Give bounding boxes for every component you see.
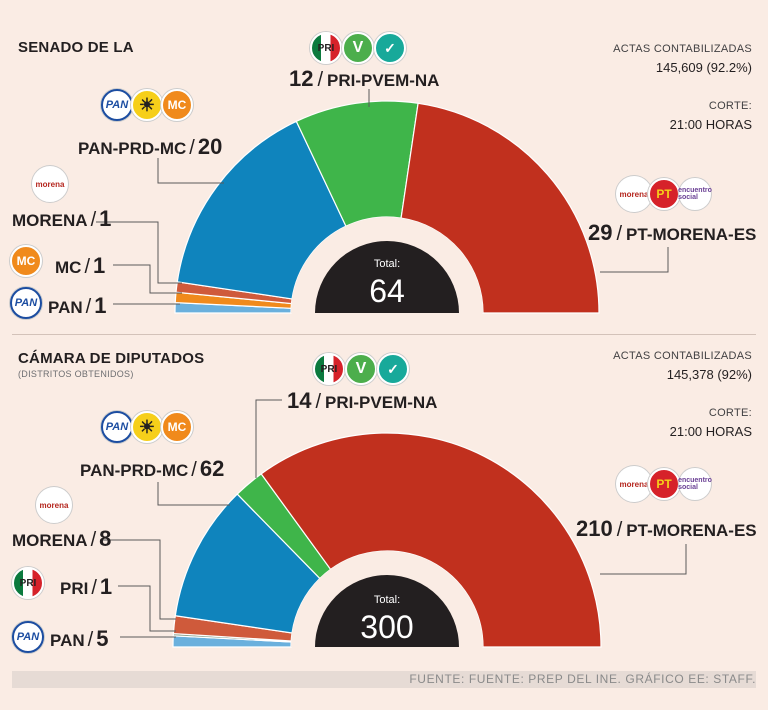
diputados-total-label: Total: (373, 594, 401, 606)
pri-logo: PRI (313, 353, 345, 385)
pan-logo: PAN (12, 621, 44, 653)
nueva-alianza-logo: ✓ (377, 353, 409, 385)
encuentro-social-logo: encuentro social (678, 178, 712, 210)
senado-leader-mc (113, 264, 182, 294)
diputados-corte-value: 21:00 HORAS (669, 424, 752, 439)
diputados-leader-pri-pvem-na (255, 399, 282, 478)
diputados-label-pan: PAN/5 (50, 626, 109, 651)
pvem-logo: V (345, 353, 377, 385)
pri-logo: PRI (12, 567, 44, 599)
diputados-subtitle: (DISTRITOS OBTENIDOS) (18, 369, 134, 379)
morena-logo: morena (32, 166, 68, 202)
senado-label-pt-morena-es: 29/PT-MORENA-ES (588, 220, 757, 245)
senado-total-hub (315, 241, 459, 313)
senado-total-label: Total: (373, 258, 401, 270)
diputados-actas-label: ACTAS CONTABILIZADAS (613, 350, 752, 362)
senado-corte-label: CORTE: (708, 100, 752, 112)
senado-chart (96, 89, 669, 314)
diputados-total-value: 300 (360, 609, 414, 645)
mc-logo: MC (161, 89, 193, 121)
diputados-leader-pan-prd-mc (157, 482, 230, 506)
encuentro-social-logo: encuentro social (678, 468, 712, 500)
diputados-label-morena: MORENA/8 (12, 526, 112, 551)
diputados-leader-morena (100, 539, 176, 620)
diputados-corte-label: CORTE: (708, 407, 752, 419)
prd-logo: ☀ (131, 411, 163, 443)
senado-inner-ring (291, 217, 483, 313)
pt-logo: PT (648, 468, 680, 500)
pri-logo: PRI (310, 32, 342, 64)
senado-title: SENADO DE LA (18, 39, 134, 56)
diputados-label-pri: PRI/1 (60, 574, 113, 599)
footer-source: FUENTE: FUENTE: PREP DEL INE. GRÁFICO EE… (12, 671, 756, 688)
senado-leader-morena (96, 221, 182, 284)
prd-logo: ☀ (131, 89, 163, 121)
diputados-label-pri-pvem-na: 14/PRI-PVEM-NA (287, 388, 438, 413)
senado-leader-pt-morena-es (600, 247, 669, 273)
diputados-title: CÁMARA DE DIPUTADOS (18, 350, 205, 367)
senado-actas-label: ACTAS CONTABILIZADAS (613, 43, 752, 55)
diputados-total-hub (315, 575, 459, 647)
diputados-label-pan-prd-mc: PAN-PRD-MC/62 (80, 456, 225, 481)
senado-total-value: 64 (369, 273, 405, 309)
pt-logo: PT (648, 178, 680, 210)
pvem-logo: V (342, 32, 374, 64)
mc-logo: MC (10, 245, 42, 277)
pan-logo: PAN (101, 411, 133, 443)
diputados-leader-pri (118, 585, 176, 632)
senado-label-pri-pvem-na: 12/PRI-PVEM-NA (289, 66, 440, 91)
senado-label-pan: PAN/1 (48, 293, 107, 318)
diputados-inner-ring (291, 551, 483, 647)
morena-logo: morena (36, 487, 72, 523)
pan-logo: PAN (10, 287, 42, 319)
morena-logo: morena (616, 466, 652, 502)
nueva-alianza-logo: ✓ (374, 32, 406, 64)
diputados-actas-value: 145,378 (92%) (666, 367, 752, 382)
diputados-label-pt-morena-es: 210/PT-MORENA-ES (576, 516, 757, 541)
mc-logo: MC (161, 411, 193, 443)
senado-label-pan-prd-mc: PAN-PRD-MC/20 (78, 134, 223, 159)
senado-label-mc: MC/1 (55, 253, 106, 278)
senado-actas-value: 145,609 (92.2%) (655, 60, 752, 75)
senado-leader-pan-prd-mc (157, 158, 224, 184)
diputados-leader-pt-morena-es (600, 544, 687, 575)
senado-label-morena: MORENA/1 (12, 206, 112, 231)
section-divider (12, 334, 756, 335)
senado-corte-value: 21:00 HORAS (669, 117, 752, 132)
